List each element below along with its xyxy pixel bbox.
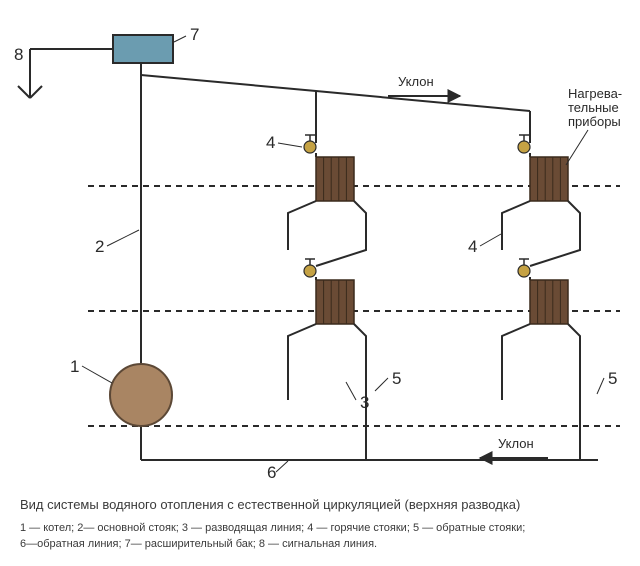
heating-diagram: Уклон Уклон Нагрева-тельныеприборы 1 2 3 4 4 5 5 6… [0,0,640,566]
return-riser-a [354,324,366,460]
heaters-label: Нагрева- [568,86,622,101]
callout-6: 6 [267,463,276,482]
callout-3: 3 [360,393,369,412]
leader-line [82,366,112,383]
diagram-legend-line1: 1 — котел; 2— основной стояк; 3 — развод… [20,522,620,534]
valve [518,135,530,153]
leader-line [375,378,388,391]
callout-1: 1 [70,357,79,376]
svg-text:приборы: приборы [568,114,621,129]
supply-line [141,75,530,111]
heaters-leader [566,130,588,165]
callout-7: 7 [190,25,199,44]
callout-8: 8 [14,45,23,64]
leader-line [346,382,356,400]
leader-line [480,234,501,246]
radiator [530,280,568,324]
valve [304,259,316,277]
valve [304,135,316,153]
expansion-tank [113,35,173,63]
svg-text:тельные: тельные [568,100,619,115]
slope-bottom-label: Уклон [498,436,534,451]
diagram-caption: Вид системы водяного отопления с естеств… [20,497,620,512]
slope-top-label: Уклон [398,74,434,89]
diagram-legend-line2: 6—обратная линия; 7— расширительный бак;… [20,538,620,550]
radiator [530,157,568,201]
callout-5: 5 [392,369,401,388]
leader-line [597,378,604,394]
leader-line [278,143,302,147]
radiator [316,280,354,324]
boiler [110,364,172,426]
leader-line [174,36,186,42]
return-riser-b [568,324,580,460]
radiator [316,157,354,201]
callout-2: 2 [95,237,104,256]
callout-4: 4 [266,133,275,152]
leader-line [276,461,288,472]
leader-line [107,230,139,246]
callout-4: 4 [468,237,477,256]
valve [518,259,530,277]
callout-5: 5 [608,369,617,388]
